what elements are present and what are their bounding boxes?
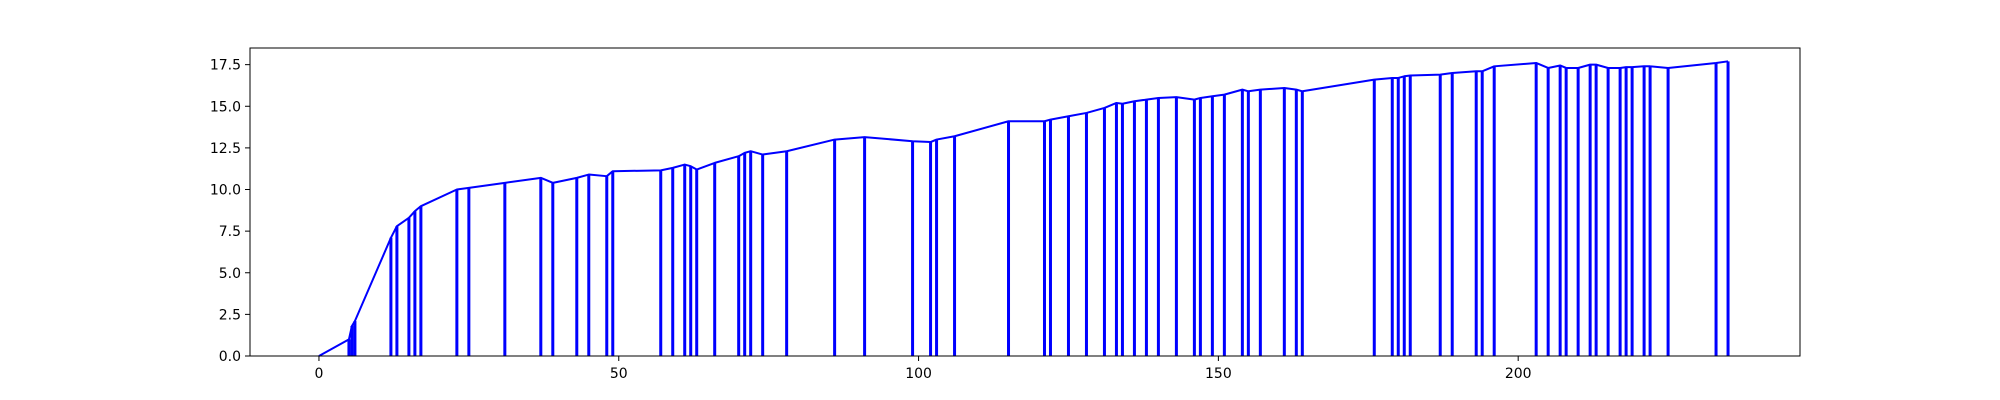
y-tick-label: 7.5 — [219, 224, 241, 240]
y-axis: 0.0 2.5 5.0 7.5 10.0 12.5 15.0 17.5 — [210, 58, 250, 365]
x-tick-label: 100 — [905, 366, 932, 382]
series-layer — [318, 60, 1730, 357]
y-tick-label: 12.5 — [210, 141, 241, 157]
x-tick-label: 200 — [1505, 366, 1532, 382]
x-tick-label: 150 — [1205, 366, 1232, 382]
x-tick-label: 0 — [314, 366, 323, 382]
plot-frame — [249, 47, 1801, 357]
y-tick-label: 2.5 — [219, 307, 241, 323]
y-tick-label: 0.0 — [219, 349, 241, 365]
y-tick-label: 15.0 — [210, 99, 241, 115]
x-axis: 0 50 100 150 200 — [314, 356, 1532, 382]
x-tick-label: 50 — [610, 366, 628, 382]
y-tick-label: 10.0 — [210, 183, 241, 199]
plot-area — [249, 47, 1801, 357]
y-tick-label: 5.0 — [219, 266, 241, 282]
y-tick-label: 17.5 — [210, 58, 241, 74]
